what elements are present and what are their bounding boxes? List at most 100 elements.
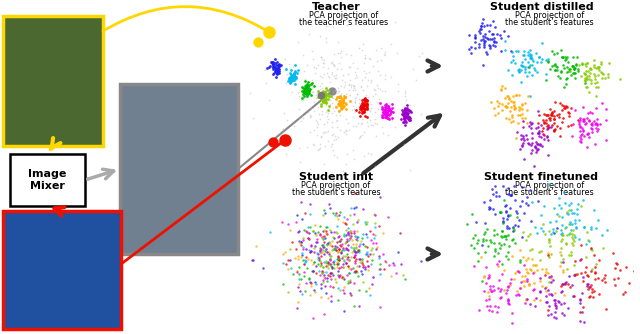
Point [368, 63, 378, 68]
Point [490, 44, 500, 49]
Point [351, 19, 361, 25]
Point [381, 109, 392, 115]
Point [568, 70, 579, 76]
Point [318, 312, 328, 317]
Point [300, 84, 310, 89]
Point [331, 75, 341, 80]
Point [590, 264, 600, 270]
Point [479, 289, 489, 294]
Point [332, 280, 342, 285]
Point [338, 254, 348, 259]
Point [285, 227, 296, 233]
Point [323, 296, 333, 301]
Point [294, 281, 304, 286]
Point [381, 102, 392, 107]
Point [515, 204, 525, 209]
Point [564, 252, 574, 258]
Point [382, 112, 392, 118]
Point [354, 135, 364, 141]
Point [351, 249, 361, 255]
Point [558, 270, 568, 275]
Point [301, 228, 312, 234]
Point [558, 268, 568, 273]
Point [345, 228, 355, 233]
Point [566, 227, 576, 233]
Point [567, 282, 577, 287]
Text: PCA projection of: PCA projection of [515, 181, 584, 190]
Point [352, 228, 362, 234]
Point [532, 267, 543, 272]
Point [400, 277, 410, 282]
Point [552, 123, 563, 128]
Point [516, 198, 527, 203]
Point [532, 148, 542, 153]
Point [500, 209, 511, 214]
Point [318, 236, 328, 241]
Point [303, 79, 314, 85]
Point [294, 229, 305, 234]
Point [531, 125, 541, 130]
Point [584, 135, 595, 140]
Point [365, 251, 375, 257]
Point [297, 113, 307, 118]
Point [551, 218, 561, 224]
Point [575, 129, 585, 134]
Point [575, 139, 586, 144]
Point [383, 115, 393, 121]
Point [593, 64, 604, 69]
Point [312, 229, 323, 234]
Point [532, 125, 543, 130]
Point [468, 264, 479, 269]
Point [292, 90, 303, 95]
Point [508, 118, 518, 124]
Point [582, 60, 593, 65]
Point [374, 267, 385, 272]
Point [479, 273, 489, 279]
Point [321, 246, 332, 252]
Point [378, 131, 388, 136]
Point [485, 283, 495, 288]
Point [337, 247, 347, 253]
Point [371, 240, 381, 245]
Point [586, 66, 596, 72]
Point [470, 36, 480, 41]
Point [349, 88, 360, 93]
Point [507, 115, 517, 120]
Point [481, 49, 492, 55]
Point [334, 246, 344, 251]
Point [466, 50, 476, 55]
Point [541, 127, 552, 132]
Point [317, 235, 328, 240]
Point [548, 229, 558, 234]
Point [486, 239, 496, 245]
Point [520, 273, 530, 278]
Point [399, 107, 410, 112]
Point [583, 131, 593, 136]
Point [554, 202, 564, 208]
Point [331, 248, 341, 253]
Point [333, 249, 344, 255]
Point [336, 99, 346, 105]
Point [334, 107, 344, 113]
Point [499, 28, 509, 33]
Point [559, 105, 569, 111]
Point [289, 74, 299, 80]
Point [575, 318, 585, 324]
Point [360, 95, 370, 100]
Point [321, 101, 331, 106]
Point [500, 38, 511, 44]
Point [466, 242, 476, 248]
Point [332, 210, 342, 215]
Point [260, 67, 270, 73]
Point [510, 270, 520, 276]
Point [325, 206, 335, 211]
Point [376, 57, 387, 62]
Point [363, 263, 373, 269]
Point [350, 69, 360, 75]
Point [297, 84, 307, 90]
Point [302, 88, 312, 94]
Point [385, 111, 395, 117]
Point [358, 98, 369, 103]
Point [549, 129, 559, 134]
Point [582, 131, 592, 137]
